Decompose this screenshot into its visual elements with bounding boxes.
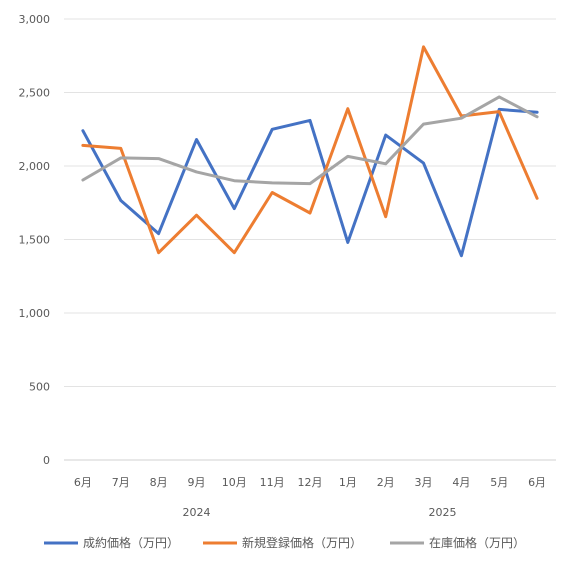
y-tick-label: 500 xyxy=(29,381,50,394)
x-tick-label: 5月 xyxy=(490,476,508,489)
y-tick-label: 1,000 xyxy=(19,307,51,320)
x-tick-label: 7月 xyxy=(112,476,130,489)
y-tick-label: 2,000 xyxy=(19,160,51,173)
series-line-1 xyxy=(81,45,539,255)
gridlines xyxy=(64,18,556,461)
x-tick-label: 11月 xyxy=(260,476,285,489)
x-tick-label: 10月 xyxy=(222,476,247,489)
year-labels: 2024 2025 xyxy=(182,506,456,519)
year-label: 2025 xyxy=(428,506,456,519)
y-tick-label: 3,000 xyxy=(19,13,51,26)
series-line-0 xyxy=(81,107,539,258)
legend-label-0: 成約価格（万円） xyxy=(83,535,179,550)
x-tick-label: 3月 xyxy=(415,476,433,489)
series-line-2 xyxy=(81,95,539,186)
x-tick-label: 2月 xyxy=(377,476,395,489)
legend-label-2: 在庫価格（万円） xyxy=(429,535,525,550)
x-tick-label: 8月 xyxy=(150,476,168,489)
y-tick-label: 1,500 xyxy=(19,234,51,247)
x-tick-label: 12月 xyxy=(298,476,323,489)
legend-label-1: 新規登録価格（万円） xyxy=(242,535,362,550)
legend: 成約価格（万円） 新規登録価格（万円） 在庫価格（万円） xyxy=(44,535,525,550)
x-tick-label: 4月 xyxy=(452,476,470,489)
x-axis-ticks: 6月 7月 8月 9月 10月 11月 12月 1月 2月 3月 4月 5月 6月 xyxy=(74,476,546,489)
y-tick-label: 2,500 xyxy=(19,87,51,100)
x-tick-label: 9月 xyxy=(187,476,205,489)
y-axis-ticks: 0 500 1,000 1,500 2,000 2,500 3,000 xyxy=(19,13,51,467)
x-tick-label: 6月 xyxy=(528,476,546,489)
x-tick-label: 1月 xyxy=(339,476,357,489)
y-tick-label: 0 xyxy=(43,454,50,467)
x-tick-label: 6月 xyxy=(74,476,92,489)
series-lines xyxy=(81,45,539,258)
year-label: 2024 xyxy=(182,506,210,519)
